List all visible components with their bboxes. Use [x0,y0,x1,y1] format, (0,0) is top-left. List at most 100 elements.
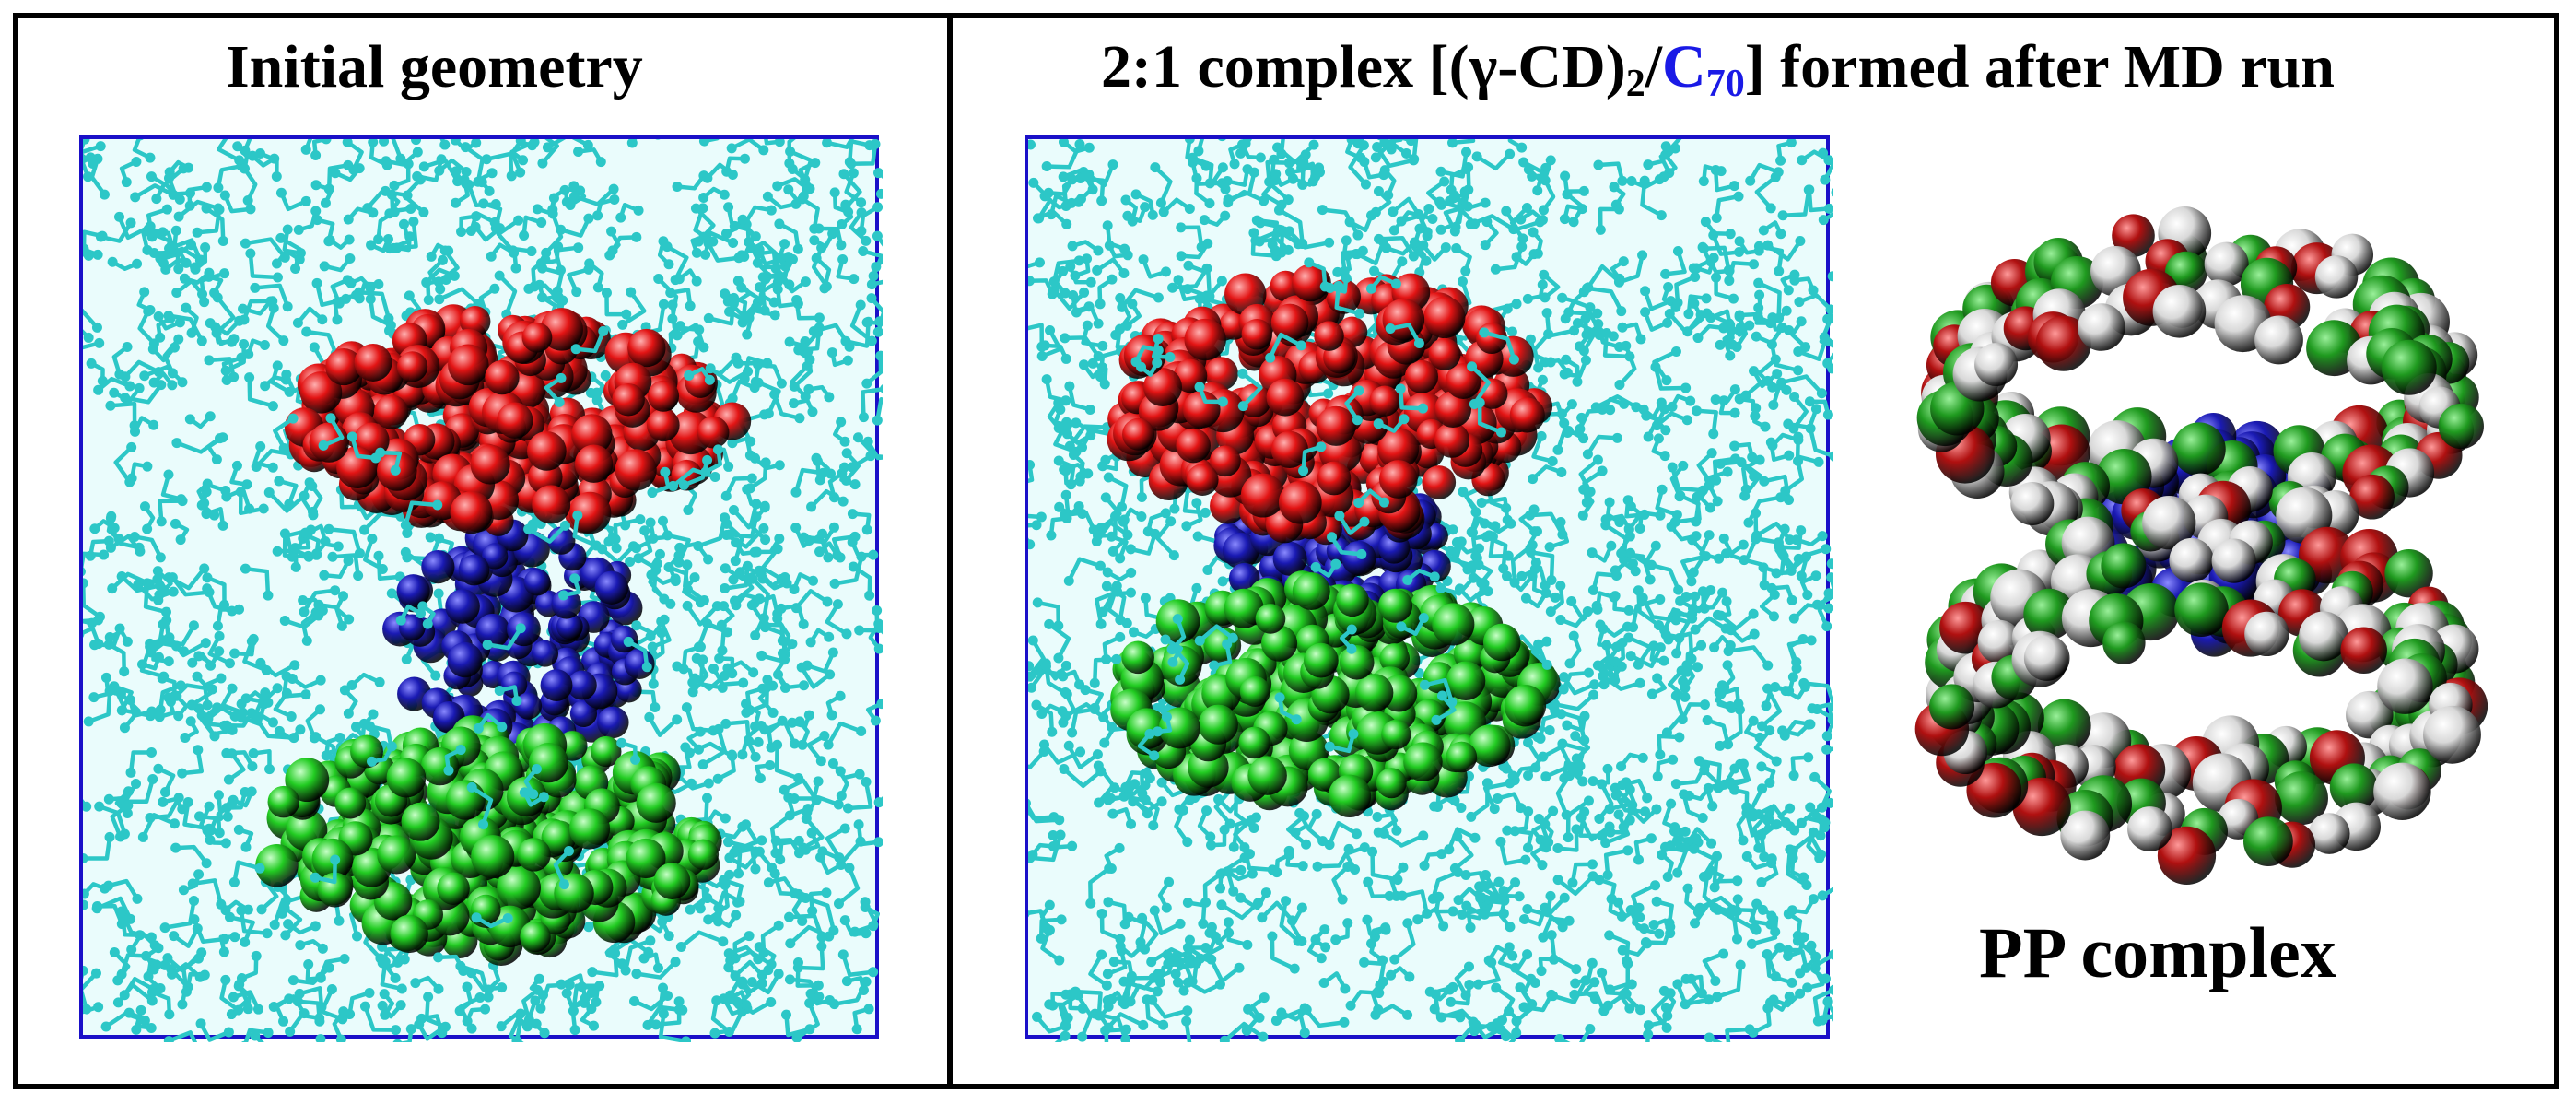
water-atom [482,640,493,651]
water-atom [652,963,663,974]
water-molecule [197,793,224,821]
water-atom [195,1018,206,1029]
water-atom [1670,779,1681,790]
water-atom [773,969,784,980]
water-atom [1047,288,1058,299]
water-molecule [650,619,672,650]
water-atom [1220,210,1231,221]
water-molecule [685,705,716,734]
water-atom [1440,241,1451,253]
water-atom [1728,181,1739,192]
water-atom [870,139,881,149]
water-atom [842,355,853,366]
water-molecule [723,720,751,744]
water-molecule [238,489,266,516]
water-atom [359,524,370,535]
water-atom [1455,1012,1466,1023]
water-atom [800,391,811,402]
water-molecule [1153,908,1183,935]
water-molecule [755,380,781,417]
water-atom [1547,699,1558,711]
water-atom [123,800,134,811]
water-molecule [357,290,392,321]
water-molecule [160,472,183,501]
water-atom [1658,655,1669,666]
water-atom [119,990,130,1001]
water-atom [1235,864,1247,875]
water-atom [330,585,341,596]
water-atom [588,1020,599,1031]
water-atom [278,1016,289,1027]
water-atom [466,968,477,979]
water-atom [533,973,544,984]
water-atom [153,594,164,605]
water-atom [807,906,818,917]
water-atom [1678,460,1689,471]
water-atom [171,438,182,449]
water-molecule [790,364,810,399]
water-molecule [1749,901,1774,927]
water-atom [423,992,434,1003]
water-molecule [604,936,625,967]
water-molecule [716,890,743,910]
water-molecule [732,959,765,978]
water-atom [858,985,869,996]
atom-sphere [475,613,510,649]
water-atom [236,905,247,916]
water-atom [802,360,813,371]
water-atom [326,984,337,995]
water-atom [119,666,130,677]
water-atom [1637,250,1648,261]
water-atom [719,189,730,200]
water-atom [142,523,153,534]
water-molecule [282,531,311,559]
water-atom [1469,832,1481,843]
water-molecule [133,183,176,200]
water-atom [750,721,761,732]
water-molecule [1153,165,1173,206]
water-atom [800,276,811,288]
water-atom [1057,706,1068,717]
water-molecule [799,664,832,689]
water-atom [744,931,755,942]
water-atom [366,240,377,251]
water-atom [1242,939,1253,950]
water-atom [109,681,120,692]
water-atom [783,252,794,263]
water-molecule [832,554,864,586]
water-atom [790,888,801,899]
water-atom [1552,842,1563,853]
water-molecule [820,839,863,863]
water-molecule [205,706,238,722]
water-atom [382,233,393,244]
water-molecule [163,257,197,272]
water-atom [733,868,744,879]
water-atom [103,793,114,805]
water-atom [202,825,213,836]
water-solvent-front [83,139,883,1039]
water-molecule [161,623,196,647]
water-molecule [1617,253,1645,285]
water-atom [97,230,108,241]
water-molecule [567,267,591,294]
water-molecule [1107,475,1129,510]
water-atom [673,274,685,285]
water-atom [758,523,769,534]
water-molecule [248,251,280,280]
water-atom [1571,964,1582,975]
water-atom [1270,245,1281,256]
water-atom [403,159,414,170]
water-atom [1618,256,1629,267]
water-atom [272,272,283,283]
water-atom [792,957,803,968]
water-molecule [1155,519,1177,558]
water-atom [720,879,731,890]
water-atom [569,1025,580,1036]
water-atom [193,745,204,756]
water-molecule [696,515,727,548]
water-atom [1184,934,1195,945]
water-atom [668,480,679,491]
water-atom [221,491,232,502]
water-atom [1183,955,1194,966]
water-molecule [265,306,287,343]
